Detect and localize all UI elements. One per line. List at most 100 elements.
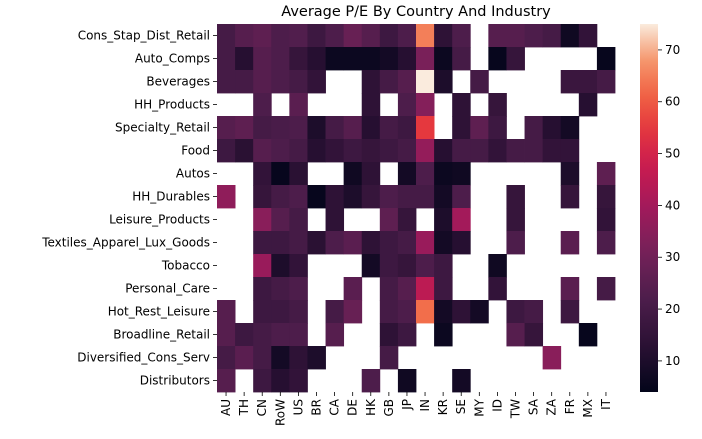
x-tick-label: SE [454,399,468,414]
heatmap-cell [253,139,272,163]
heatmap-cell [596,208,616,232]
heatmap-cell [397,277,417,301]
heatmap-cell [452,24,471,48]
heatmap-cell [434,231,453,255]
heatmap-cell [379,323,399,347]
heatmap-cell [289,277,308,301]
heatmap-cell [217,116,236,140]
y-tick-label: Textiles_Apparel_Lux_Goods [41,236,210,250]
heatmap-cell [379,300,399,324]
heatmap-cell [524,323,544,347]
heatmap-cell [488,93,507,117]
heatmap-cell [488,116,507,140]
heatmap-cell [253,254,272,278]
heatmap-cell [325,47,345,71]
y-tick-label: HH_Products [134,98,210,112]
heatmap-cell [253,208,272,232]
heatmap-cell [542,139,562,163]
y-tick-label: Broadline_Retail [113,328,210,342]
heatmap-cell [361,185,381,209]
heatmap-cell [235,116,254,140]
heatmap-cell [434,254,453,278]
heatmap-cell [452,300,471,324]
colorbar-ticks: 10 20 30 40 50 60 70 [658,43,680,368]
heatmap-cell [217,70,236,94]
heatmap-cell [271,185,290,209]
heatmap-cell [488,24,507,48]
y-tick-label: Tobacco [161,259,210,273]
heatmap-cell [271,300,290,324]
heatmap-cell [379,277,399,301]
heatmap-cell [397,254,417,278]
heatmap-cell [596,162,616,186]
heatmap-cell [253,369,272,393]
heatmap-cell [253,70,272,94]
colorbar-tick-label: 50 [665,147,680,161]
x-tick-label: GB [382,399,396,417]
x-tick-label: TH [237,399,251,416]
heatmap-cell [560,116,580,140]
heatmap-cell [289,346,308,370]
heatmap-cell [416,254,435,278]
heatmap-cell [235,346,254,370]
heatmap-cell [379,70,399,94]
x-tick-label: HK [364,398,378,416]
heatmap-cell [343,139,363,163]
heatmap-cell [452,93,471,117]
heatmap-cell [271,231,290,255]
heatmap-cell [271,162,290,186]
colorbar [640,24,658,392]
heatmap-cell [325,185,345,209]
heatmap-cell [470,139,489,163]
heatmap-cell [434,323,453,347]
heatmap-cell [253,93,272,117]
heatmap-cells [217,24,616,393]
heatmap-cell [343,116,363,140]
heatmap-cell [289,254,308,278]
heatmap-cell [397,323,417,347]
y-tick-label: Specialty_Retail [115,121,210,135]
heatmap-cell [488,139,507,163]
heatmap-cell [470,300,489,324]
heatmap-cell [361,116,381,140]
heatmap-cell [416,70,435,94]
heatmap-cell [379,185,399,209]
x-tick-label: US [291,399,305,415]
x-tick-label: DE [346,399,360,416]
heatmap-cell [325,208,345,232]
heatmap-cell [596,47,616,71]
heatmap-cell [253,47,272,71]
heatmap-cell [271,369,290,393]
heatmap-cell [452,47,471,71]
heatmap-cell [506,185,525,209]
heatmap-cell [361,369,381,393]
heatmap-cell [343,162,363,186]
heatmap-cell [253,277,272,301]
x-tick-label: MY [472,398,486,416]
heatmap-cell [397,24,417,48]
heatmap-cell [506,300,525,324]
heatmap-cell [488,254,507,278]
heatmap-cell [416,185,435,209]
heatmap-cell [289,70,308,94]
heatmap-cell [307,346,326,370]
heatmap-cell [217,47,236,71]
heatmap-cell [271,70,290,94]
heatmap-cell [560,300,580,324]
heatmap-cell [361,254,381,278]
heatmap-cell [397,47,417,71]
x-tick-label: JP [400,399,414,411]
colorbar-tick-label: 60 [665,95,680,109]
heatmap-cell [470,70,489,94]
heatmap-cell [307,24,326,48]
heatmap-cell [488,47,507,71]
heatmap-cell [560,231,580,255]
heatmap-cell [217,185,236,209]
colorbar-tick-label: 70 [665,43,680,57]
heatmap-cell [361,231,381,255]
heatmap-cell [235,139,254,163]
colorbar-tick-label: 10 [665,354,680,368]
y-tick-label: Leisure_Products [109,213,210,227]
y-tick-label: Cons_Stap_Dist_Retail [78,29,210,43]
